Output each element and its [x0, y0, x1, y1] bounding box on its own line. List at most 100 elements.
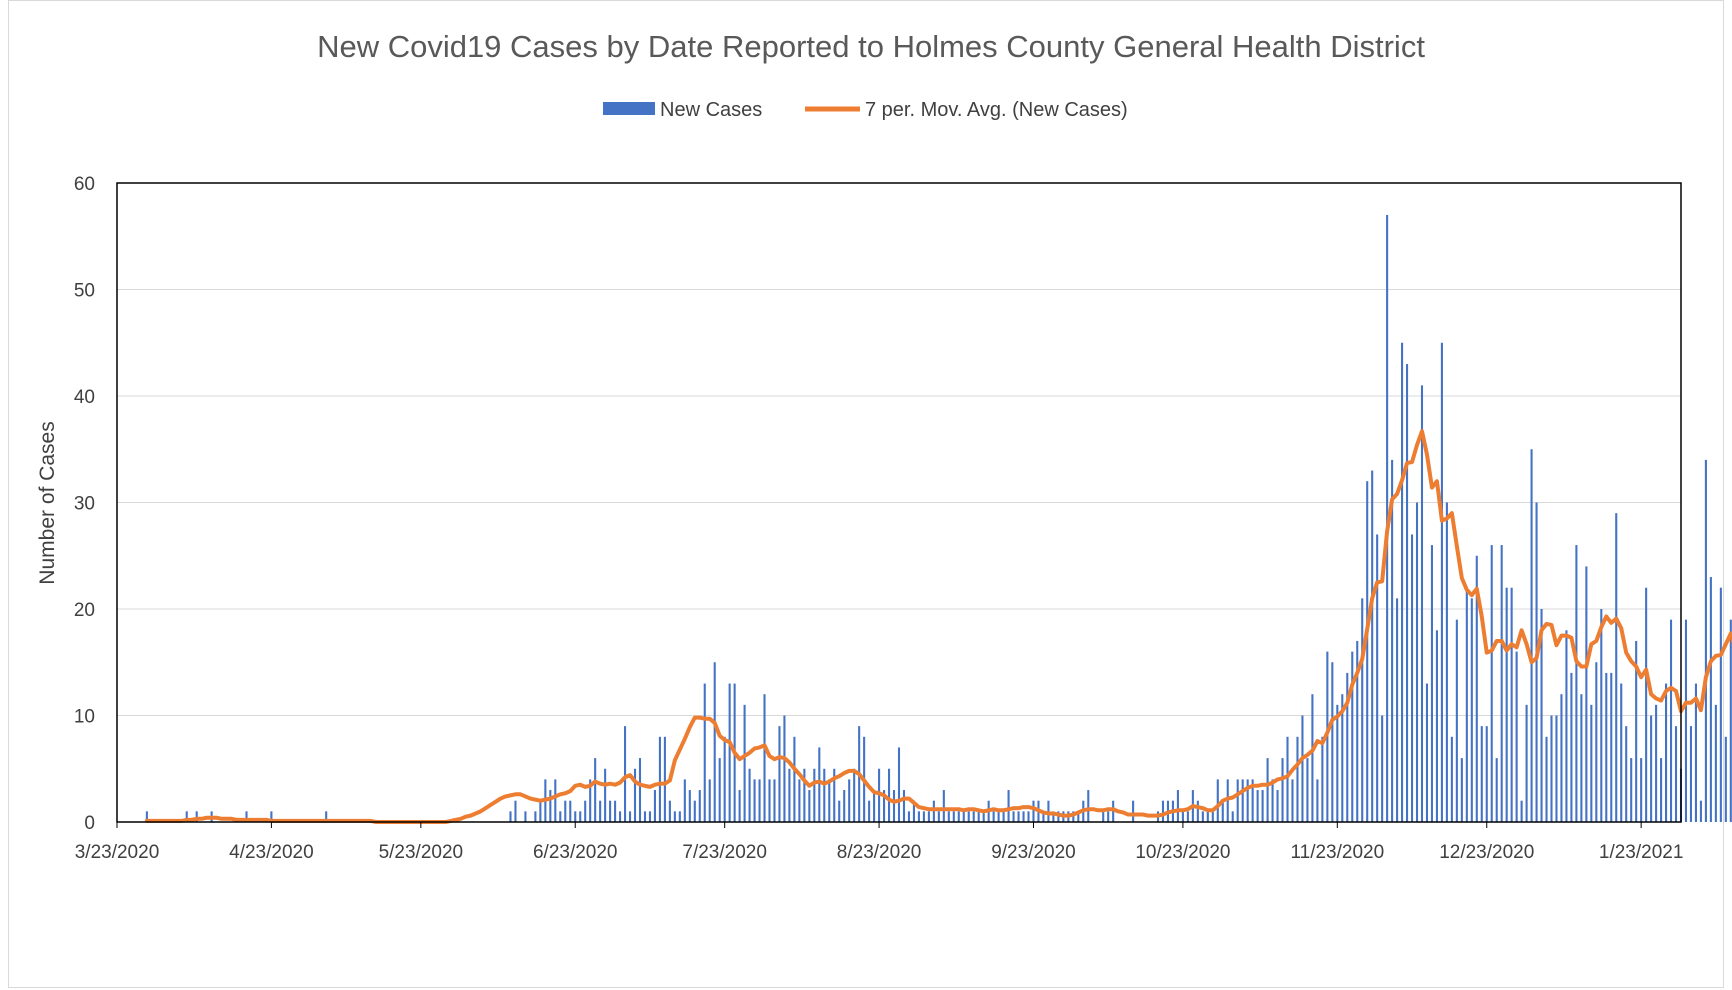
- bar-new-cases: [1221, 800, 1224, 822]
- bar-new-cases: [1336, 704, 1339, 822]
- bar-new-cases: [1371, 470, 1374, 822]
- bar-new-cases: [1281, 758, 1284, 822]
- bar-new-cases: [1316, 779, 1319, 822]
- bar-new-cases: [1505, 587, 1508, 822]
- bar-new-cases: [614, 800, 617, 822]
- x-axis-ticks: 3/23/2020 4/23/2020 5/23/2020 6/23/2020 7/23…: [75, 822, 1683, 863]
- bar-new-cases: [848, 779, 851, 822]
- bar-new-cases: [1640, 758, 1643, 822]
- bar-new-cases: [1699, 800, 1702, 822]
- gridlines: [117, 289, 1681, 716]
- bar-new-cases: [758, 779, 761, 822]
- bar-new-cases: [1251, 779, 1254, 822]
- bar-new-cases: [554, 779, 557, 822]
- bar-new-cases: [1276, 790, 1279, 822]
- bar-new-cases: [897, 747, 901, 822]
- bar-new-cases: [977, 811, 980, 822]
- bar-new-cases: [1470, 598, 1473, 822]
- bar-new-cases: [1630, 758, 1633, 822]
- bar-new-cases: [982, 811, 985, 822]
- bar-new-cases: [1396, 598, 1399, 822]
- bar-new-cases: [1381, 715, 1384, 822]
- bar-new-cases: [773, 779, 776, 822]
- bar-new-cases: [1600, 609, 1603, 822]
- bar-new-cases: [1196, 800, 1199, 822]
- y-tick-label: 10: [74, 707, 95, 728]
- bar-new-cases: [937, 811, 940, 822]
- bar-new-cases: [1495, 758, 1498, 822]
- bar-new-cases: [559, 811, 562, 822]
- bar-new-cases: [1440, 342, 1443, 822]
- bar-new-cases: [907, 811, 911, 822]
- bar-new-cases: [823, 768, 826, 822]
- bar-new-cases: [534, 811, 537, 822]
- bar-new-cases: [1650, 715, 1653, 822]
- bar-new-cases: [718, 758, 721, 822]
- bar-new-cases: [1057, 811, 1060, 822]
- bar-new-cases: [1420, 385, 1424, 822]
- bar-new-cases: [1555, 715, 1558, 822]
- bar-new-cases: [1351, 651, 1354, 822]
- bar-new-cases: [1530, 449, 1533, 822]
- bar-new-cases: [843, 790, 846, 822]
- bar-new-cases: [1605, 672, 1608, 822]
- bar-new-cases: [1042, 811, 1045, 822]
- bar-new-cases: [967, 811, 970, 822]
- bar-new-cases: [1525, 704, 1528, 822]
- bar-new-cases: [1261, 790, 1264, 822]
- bar-new-cases: [1331, 662, 1334, 822]
- bar-new-cases: [574, 811, 577, 822]
- y-tick-label: 50: [74, 281, 95, 302]
- bar-new-cases: [873, 790, 876, 822]
- bar-new-cases: [868, 800, 871, 822]
- bar-new-cases: [1231, 811, 1234, 822]
- bar-new-cases: [1201, 811, 1204, 822]
- bar-new-cases: [788, 768, 791, 822]
- bar-new-cases: [1376, 534, 1379, 822]
- bar-new-cases: [703, 683, 706, 822]
- bar-new-cases: [932, 800, 935, 822]
- y-tick-label: 30: [74, 494, 95, 515]
- bar-new-cases: [1406, 364, 1409, 822]
- bar-new-cases: [1047, 800, 1050, 822]
- bar-new-cases: [1022, 811, 1025, 822]
- bar-new-cases: [1709, 577, 1712, 822]
- bar-new-cases: [912, 800, 915, 822]
- bar-new-cases: [1002, 811, 1005, 822]
- bar-new-cases: [698, 790, 701, 822]
- bar-new-cases: [1729, 619, 1732, 822]
- bar-new-cases: [947, 811, 950, 822]
- bar-new-cases: [992, 811, 995, 822]
- y-axis-ticks: 0 10 20 30 40 50 60: [74, 174, 95, 834]
- y-tick-label: 0: [84, 813, 95, 834]
- bar-new-cases: [753, 779, 756, 822]
- bar-new-cases: [633, 768, 637, 822]
- bar-new-cases: [793, 736, 796, 822]
- bar-new-cases: [683, 779, 686, 822]
- bar-new-cases: [599, 800, 602, 822]
- bar-new-cases: [1645, 587, 1648, 822]
- bar-new-cases: [1450, 736, 1453, 822]
- bar-new-cases: [1660, 758, 1663, 822]
- bar-new-cases: [509, 811, 512, 822]
- bar-new-cases: [887, 768, 891, 822]
- bar-new-cases: [972, 811, 975, 822]
- bar-new-cases: [1435, 630, 1438, 822]
- bar-new-cases: [1206, 811, 1209, 822]
- bar-new-cases: [818, 747, 821, 822]
- bar-new-cases: [1181, 811, 1184, 822]
- bar-new-cases: [798, 779, 801, 822]
- bar-new-cases: [1291, 779, 1294, 822]
- bar-new-cases: [1425, 683, 1429, 822]
- bar-new-cases: [1321, 736, 1324, 822]
- bar-new-cases: [1590, 704, 1593, 822]
- y-tick-label: 40: [74, 387, 95, 408]
- bar-new-cases: [1391, 459, 1394, 822]
- bar-new-cases: [962, 811, 965, 822]
- bar-new-cases: [808, 790, 811, 822]
- bar-new-cases: [1610, 672, 1613, 822]
- bar-new-cases: [195, 811, 198, 822]
- bar-new-cases: [1346, 672, 1349, 822]
- bar-new-cases: [1545, 736, 1548, 822]
- bar-new-cases: [569, 800, 572, 822]
